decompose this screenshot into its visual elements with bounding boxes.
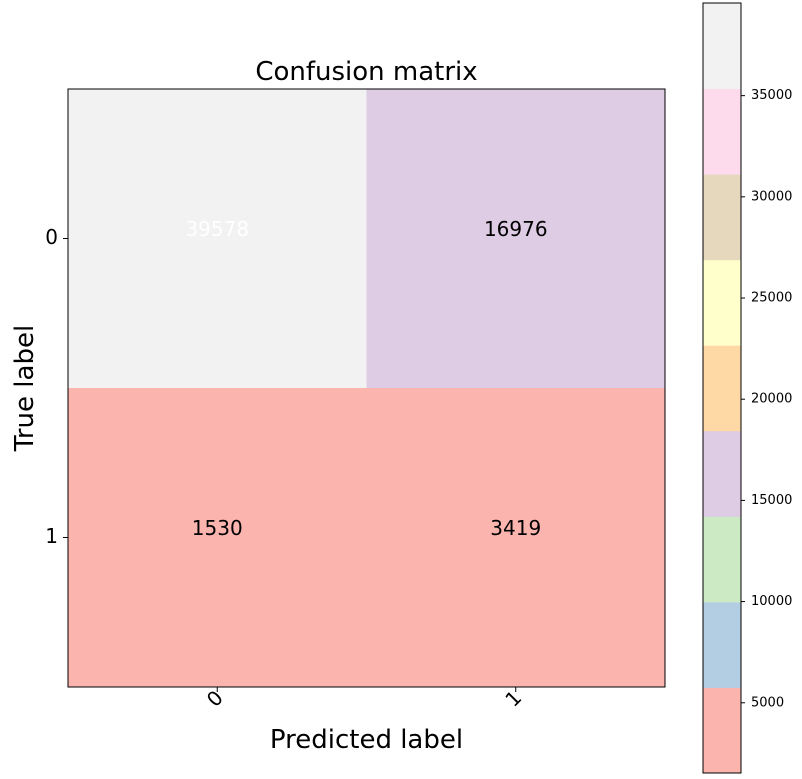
colorbar-frame	[702, 2, 742, 774]
colorbar-segment	[703, 516, 741, 603]
heatmap-cell-0-0	[68, 89, 367, 388]
colorbar-segment	[703, 3, 741, 90]
colorbar-segment	[703, 259, 741, 346]
colorbar-tick-label: 25000	[751, 291, 792, 306]
x-axis-label: Predicted label	[270, 725, 463, 755]
colorbar-tick-label: 20000	[751, 392, 792, 407]
cell-value-label: 16976	[484, 217, 548, 241]
colorbar-segment	[703, 345, 741, 432]
y-axis-label: True label	[10, 325, 40, 452]
colorbar-segment	[703, 174, 741, 261]
colorbar-tick-label: 10000	[751, 594, 792, 609]
y-tick-label: 1	[45, 524, 58, 548]
cell-value-label: 1530	[192, 516, 243, 540]
x-tick-label: 0	[202, 686, 228, 712]
chart-title: Confusion matrix	[255, 57, 477, 87]
colorbar-tick-label: 30000	[751, 189, 792, 204]
colorbar-segment	[703, 88, 741, 175]
heatmap-cell-0-1	[366, 89, 665, 388]
y-tick-label: 0	[45, 225, 58, 249]
colorbar-segment	[703, 687, 741, 774]
plot-frame	[67, 88, 666, 688]
heatmap-cell-1-1	[366, 388, 665, 687]
heatmap-cell-1-0	[68, 388, 367, 687]
colorbar-segment	[703, 601, 741, 688]
cell-value-label: 39578	[185, 217, 249, 241]
colorbar-tick-label: 35000	[751, 88, 792, 103]
cell-value-label: 3419	[490, 516, 541, 540]
colorbar-tick-label: 15000	[751, 493, 792, 508]
x-tick-label: 1	[500, 686, 526, 712]
colorbar-segment	[703, 430, 741, 517]
colorbar-tick-label: 5000	[751, 695, 784, 710]
